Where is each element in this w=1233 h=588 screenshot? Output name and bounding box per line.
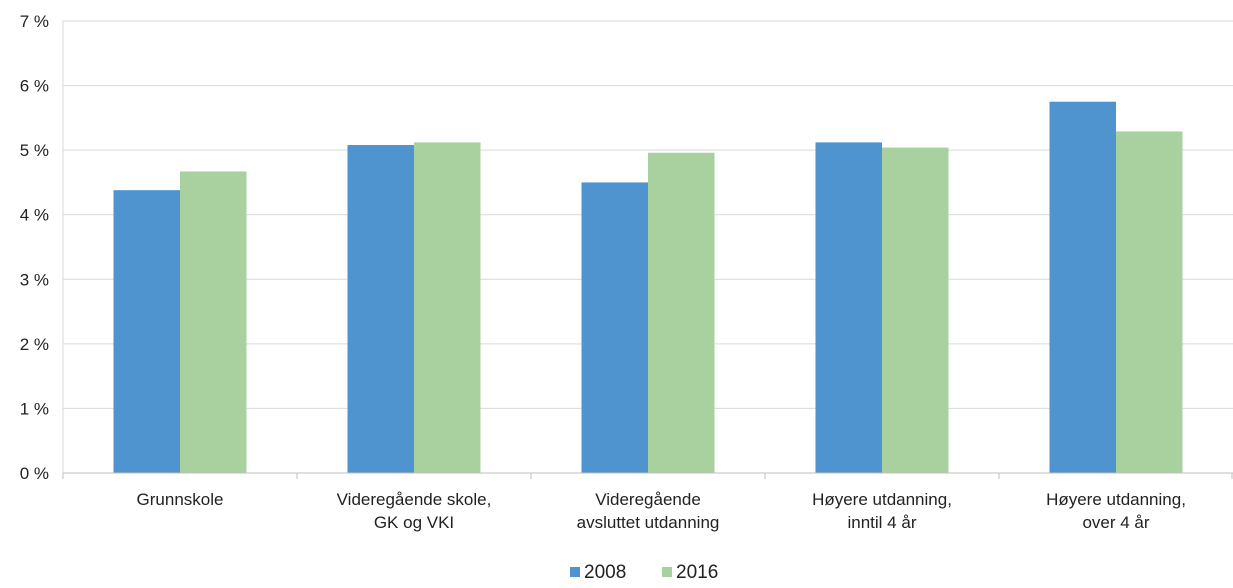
- y-tick-label: 7 %: [20, 12, 49, 31]
- bar-2016: [1116, 131, 1183, 473]
- x-axis: Grunnskole Videregående skole, GK og VKI Vi…: [62, 472, 1233, 532]
- bar-2008: [815, 142, 882, 473]
- bar-2016: [180, 171, 247, 474]
- x-category-label: Høyere utdanning, inntil 4 år: [812, 490, 952, 532]
- bar-2016: [414, 142, 481, 473]
- legend-label-2008: 2008: [584, 562, 626, 583]
- y-tick-label: 4 %: [20, 206, 49, 225]
- bar-2008: [113, 190, 180, 474]
- bar-2008: [1049, 101, 1116, 473]
- bars: [113, 101, 1183, 474]
- y-axis: 0 % 1 % 2 % 3 % 4 % 5 % 6 % 7 %: [20, 12, 64, 483]
- y-tick-label: 0 %: [20, 464, 49, 483]
- legend-label-2016: 2016: [676, 562, 718, 583]
- x-category-label: Høyere utdanning, over 4 år: [1046, 490, 1186, 532]
- x-category-label: Videregående skole, GK og VKI: [337, 490, 492, 532]
- x-category-label: Grunnskole: [137, 490, 224, 509]
- bar-2008: [581, 182, 648, 473]
- bar-2016: [648, 152, 715, 473]
- legend: 2008 2016: [570, 562, 718, 583]
- y-tick-label: 3 %: [20, 270, 49, 289]
- x-category-label: Videregående avsluttet utdanning: [577, 490, 720, 532]
- bar-2008: [347, 144, 414, 473]
- legend-swatch-2008: [570, 567, 580, 577]
- y-tick-label: 5 %: [20, 141, 49, 160]
- y-tick-label: 1 %: [20, 399, 49, 418]
- y-tick-label: 2 %: [20, 335, 49, 354]
- legend-swatch-2016: [662, 567, 672, 577]
- bar-2016: [882, 147, 949, 473]
- y-tick-label: 6 %: [20, 77, 49, 96]
